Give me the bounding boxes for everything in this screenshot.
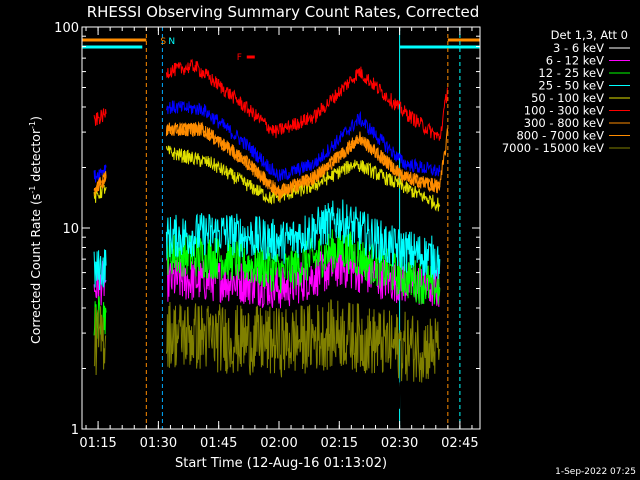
legend-label: 300 - 800 keV	[524, 116, 604, 130]
legend-label: 12 - 25 keV	[538, 66, 604, 80]
x-tick-label: 02:45	[441, 436, 478, 451]
series-line	[165, 100, 441, 182]
legend-label: 25 - 50 keV	[538, 79, 604, 93]
series-line	[93, 306, 107, 376]
legend-label: 6 - 12 keV	[546, 54, 604, 68]
footer-date: 1-Sep-2022 07:25	[555, 467, 636, 477]
y-axis-label-mid: detector	[28, 128, 43, 186]
x-tick-label: 01:45	[200, 436, 237, 451]
legend-label: 3 - 6 keV	[553, 41, 604, 55]
y-axis-label-end: )	[28, 116, 43, 121]
x-tick-label: 01:15	[79, 436, 116, 451]
legend-title: Det 1,3, Att 0	[551, 28, 628, 42]
series-line	[165, 199, 441, 280]
legend-label: 100 - 300 keV	[524, 104, 604, 118]
series-line	[93, 108, 107, 126]
y-tick-label: 1	[71, 423, 79, 438]
y-axis-label-sup2: -1	[28, 121, 37, 129]
y-axis-label-sup1: -1	[28, 186, 37, 194]
legend-label: 50 - 100 keV	[531, 91, 604, 105]
y-tick-label: 100	[54, 21, 79, 36]
marker-label-n: N	[168, 37, 175, 47]
series-line	[165, 58, 449, 141]
y-axis-label-main: Corrected Count Rate (s	[28, 194, 43, 344]
x-tick-label: 02:00	[260, 436, 297, 451]
series-line	[165, 227, 441, 305]
legend-label: 800 - 7000 keV	[516, 129, 604, 143]
series-line	[165, 120, 441, 201]
legend-label: 7000 - 15000 keV	[502, 141, 604, 155]
x-tick-label: 02:15	[321, 436, 358, 451]
series-line	[165, 299, 441, 383]
series-line	[93, 249, 107, 291]
x-tick-label: 01:30	[140, 436, 177, 451]
series-line	[93, 171, 107, 195]
y-tick-label: 10	[62, 222, 79, 237]
plot-area: S N F 1 10 100 01:15 01:30 01:45 02:00 02:15 02:30 0…	[54, 21, 481, 451]
series-line	[165, 145, 441, 212]
x-tick-label: 02:30	[381, 436, 418, 451]
marker-label-s: S	[160, 37, 166, 47]
chart-title: RHESSI Observing Summary Count Rates, Co…	[87, 3, 480, 21]
x-axis-label: Start Time (12-Aug-16 01:13:02)	[175, 456, 387, 471]
y-axis-label: Corrected Count Rate (s-1 detector-1)	[28, 116, 43, 344]
series-line	[93, 357, 107, 417]
marker-label-f: F	[237, 53, 242, 63]
